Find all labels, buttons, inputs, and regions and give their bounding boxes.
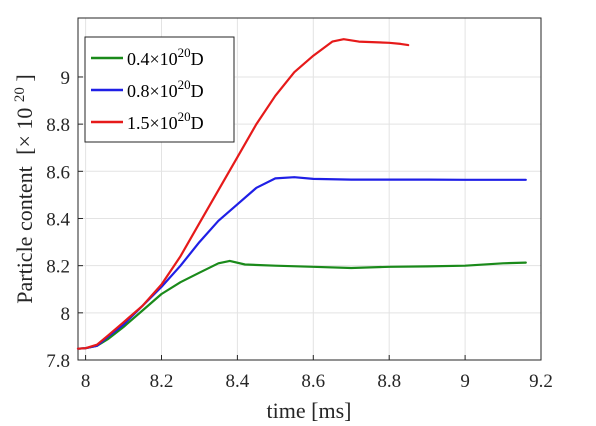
- y-axis-ticks: 7.8 8 8.2 8.4 8.6 8.8 9: [46, 68, 83, 372]
- plot-area-frame: [77, 17, 542, 361]
- legend-label-1-main: 0.8: [127, 81, 150, 101]
- legend-label-0-main: 0.4: [127, 49, 150, 69]
- legend-label-0-times: ×10: [150, 49, 178, 69]
- y-axis-title-unit: [× 10: [12, 108, 37, 155]
- y-tick-label: 8.8: [46, 115, 70, 136]
- legend-entry-0: 0.4×1020D: [91, 45, 204, 69]
- legend-label-0: 0.4×1020D: [127, 45, 204, 69]
- y-axis-title-unit-end: ]: [12, 74, 37, 81]
- y-tick-label: 7.8: [46, 351, 70, 372]
- legend-label-0-end: D: [191, 49, 204, 69]
- series-lines: [76, 38, 527, 350]
- x-axis-ticks: 8 8.2 8.4 8.6 8.8 9 9.2: [81, 355, 553, 392]
- x-tick-label: 8.8: [377, 371, 401, 392]
- series-line-2: [76, 38, 410, 350]
- legend-label-0-exp: 20: [178, 45, 191, 60]
- y-tick-label: 8.6: [46, 162, 70, 183]
- legend-label-1-times: ×10: [150, 81, 178, 101]
- x-axis-title: time [ms]: [267, 398, 352, 423]
- legend-entry-1: 0.8×1020D: [91, 77, 204, 101]
- grid: [78, 18, 542, 361]
- x-tick-label: 8.2: [150, 371, 174, 392]
- x-tick-label: 8.6: [301, 371, 325, 392]
- legend: 0.4×1020D 0.8×1020D 1.5×1020D: [84, 36, 235, 143]
- y-tick-label: 8.2: [46, 257, 70, 278]
- legend-entry-2: 1.5×1020D: [91, 109, 204, 133]
- legend-label-1-exp: 20: [178, 77, 191, 92]
- x-tick-label: 9.2: [529, 371, 553, 392]
- legend-label-2-exp: 20: [178, 109, 191, 124]
- y-tick-label: 8: [61, 304, 71, 325]
- x-tick-label: 8.4: [226, 371, 250, 392]
- series-line-0: [76, 259, 527, 350]
- series-line-1: [76, 176, 527, 350]
- legend-label-2-main: 1.5: [127, 113, 150, 133]
- legend-label-2-end: D: [191, 113, 204, 133]
- legend-label-2: 1.5×1020D: [127, 109, 204, 133]
- y-tick-label: 9: [61, 68, 71, 89]
- x-tick-label: 9: [460, 371, 470, 392]
- y-axis-title-main: Particle content: [12, 166, 37, 303]
- y-tick-label: 8.4: [46, 209, 70, 230]
- legend-label-2-times: ×10: [150, 113, 178, 133]
- legend-label-1-end: D: [191, 81, 204, 101]
- y-axis-title-unit-exponent: 20: [12, 87, 28, 102]
- x-tick-label: 8: [81, 371, 91, 392]
- y-axis-title: Particle content [× 10 20 ]: [4, 74, 37, 304]
- legend-label-1: 0.8×1020D: [127, 77, 204, 101]
